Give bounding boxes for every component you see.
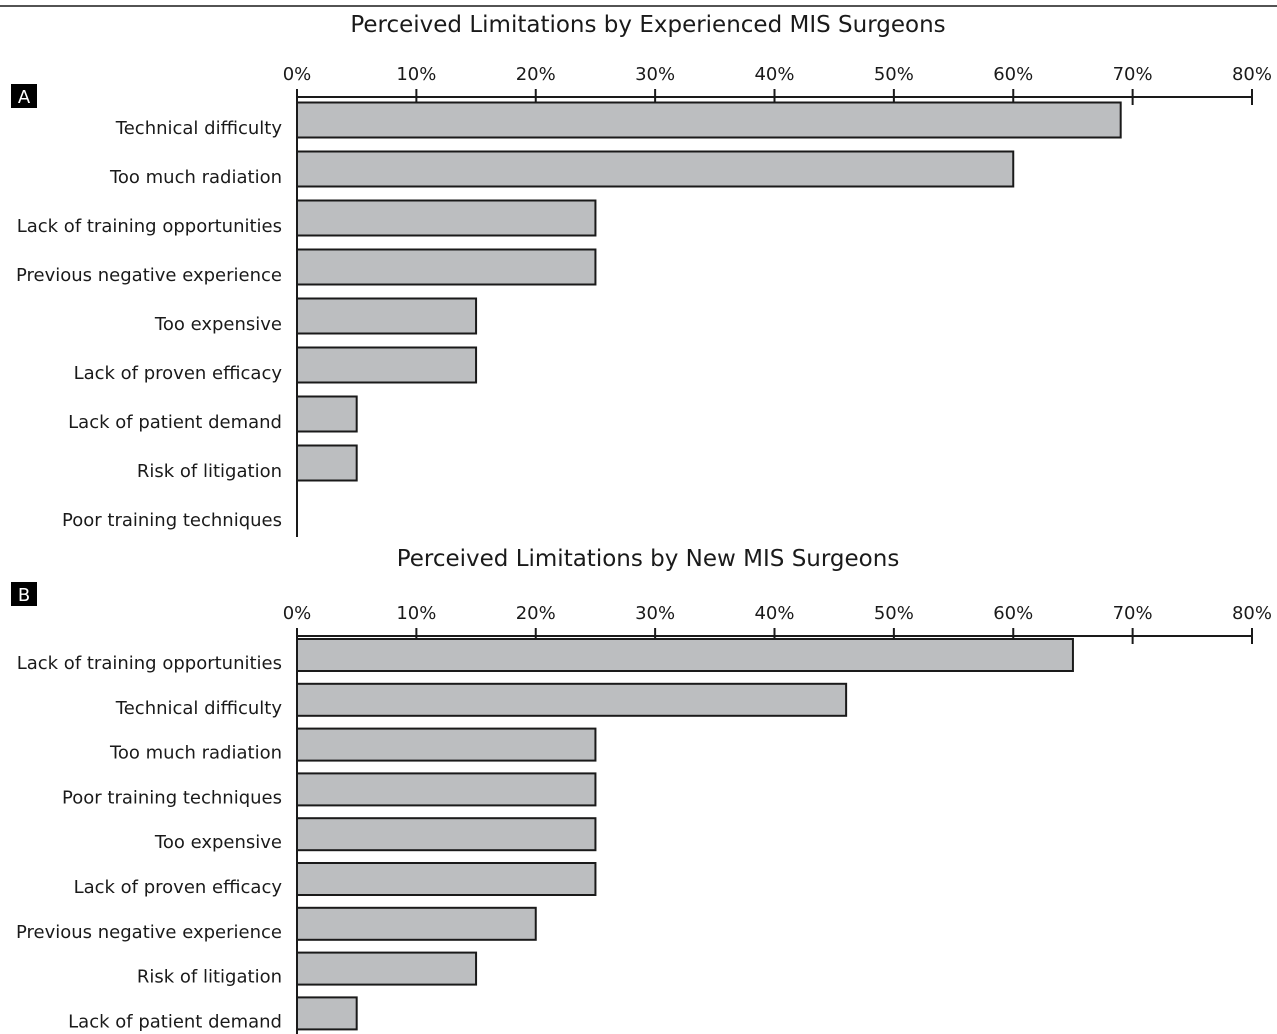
panel-label-box-b: [11, 582, 37, 606]
category-label: Lack of training opportunities: [17, 653, 282, 674]
x-tick-label: 10%: [396, 603, 436, 624]
category-label: Lack of patient demand: [68, 1011, 282, 1032]
category-label: Risk of litigation: [137, 461, 282, 482]
x-tick-label: 50%: [874, 603, 914, 624]
category-label: Technical difficulty: [115, 118, 283, 139]
chart-title-2: Perceived Limitations by New MIS Surgeon…: [397, 546, 900, 572]
panel-label-box-a: [11, 84, 37, 108]
x-tick-label: 60%: [993, 603, 1033, 624]
x-tick-label: 20%: [516, 64, 556, 85]
x-tick-label: 20%: [516, 603, 556, 624]
category-label: Too much radiation: [109, 743, 282, 764]
bar-poor-training-techniques: [296, 772, 597, 807]
category-label: Technical difficulty: [115, 698, 283, 719]
bar-too-expensive: [296, 297, 478, 335]
category-label: Risk of litigation: [137, 967, 282, 988]
category-label: Poor training techniques: [62, 510, 282, 531]
category-label: Lack of training opportunities: [17, 216, 282, 237]
bar-previous-negative-experience: [296, 248, 597, 286]
category-label: Previous negative experience: [16, 265, 282, 286]
category-label: Too expensive: [154, 832, 282, 853]
x-tick-label: 0%: [283, 603, 312, 624]
category-label: Lack of proven efficacy: [74, 363, 283, 384]
panel-label-b: B: [18, 585, 30, 606]
category-label: Previous negative experience: [16, 922, 282, 943]
bar-too-expensive: [296, 817, 597, 852]
x-tick-label: 30%: [635, 64, 675, 85]
bar-previous-negative-experience: [296, 906, 537, 941]
bar-lack-of-patient-demand: [296, 395, 358, 433]
bar-lack-of-patient-demand: [296, 996, 358, 1031]
chart-title-1: Perceived Limitations by Experienced MIS…: [350, 12, 945, 38]
x-tick-label: 70%: [1113, 603, 1153, 624]
x-tick-label: 70%: [1113, 64, 1153, 85]
bar-lack-of-proven-efficacy: [296, 862, 597, 896]
x-tick-label: 40%: [754, 603, 794, 624]
bar-risk-of-litigation: [296, 444, 358, 482]
bar-risk-of-litigation: [296, 951, 478, 986]
category-label: Lack of proven efficacy: [74, 877, 283, 898]
x-tick-label: 40%: [754, 64, 794, 85]
bar-lack-of-training-opportunities: [296, 638, 1074, 672]
x-tick-label: 50%: [874, 64, 914, 85]
bar-too-much-radiation: [296, 150, 1015, 188]
x-tick-label: 80%: [1232, 603, 1272, 624]
category-label: Lack of patient demand: [68, 412, 282, 433]
x-tick-label: 60%: [993, 64, 1033, 85]
x-tick-label: 30%: [635, 603, 675, 624]
x-tick-label: 80%: [1232, 64, 1272, 85]
bar-technical-difficulty: [296, 101, 1122, 139]
x-tick-label: 10%: [396, 64, 436, 85]
bar-technical-difficulty: [296, 682, 848, 717]
bar-lack-of-proven-efficacy: [296, 346, 478, 384]
category-label: Too much radiation: [109, 167, 282, 188]
category-label: Poor training techniques: [62, 787, 282, 808]
bar-too-much-radiation: [296, 727, 597, 762]
panel-label-a: A: [18, 87, 31, 108]
category-label: Too expensive: [154, 314, 282, 335]
bar-lack-of-training-opportunities: [296, 199, 597, 237]
x-tick-label: 0%: [283, 64, 312, 85]
